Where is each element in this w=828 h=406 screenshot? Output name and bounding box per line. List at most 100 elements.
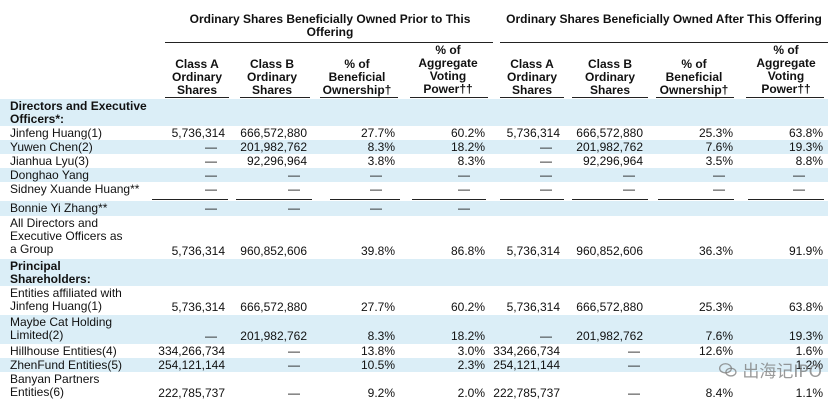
cell: — [793, 168, 805, 182]
cell: 92,296,964 [582, 154, 643, 168]
col-underline-4 [410, 97, 488, 98]
cell: 5,736,314 [506, 244, 560, 258]
cell: 27.7% [360, 126, 395, 140]
watermark-text: 出海记IPO [742, 362, 822, 382]
cell: — [713, 168, 725, 182]
col-header-4: % of Aggregate Voting Power†† [418, 43, 478, 96]
row-label: Entities affiliated with Jinfeng Huang(1… [10, 286, 122, 313]
wechat-icon [719, 362, 737, 377]
cell: 12.6% [698, 344, 733, 358]
cell: 91.9% [788, 244, 823, 258]
cell: 5,736,314 [171, 244, 225, 258]
cell: 7.6% [705, 329, 733, 343]
cell: 334,266,734 [158, 344, 225, 358]
cell: 960,852,606 [576, 244, 643, 258]
row-label: Hillhouse Entities(4) [10, 344, 117, 358]
table-row: Sidney Xuande Huang** — — — — — — — — [0, 182, 828, 196]
cell: 2.0% [457, 386, 485, 400]
cell: 1.6% [795, 344, 823, 358]
cell: 666,572,880 [240, 300, 307, 314]
col-header-6: Class B Ordinary Shares [584, 57, 635, 97]
cell: 10.5% [360, 358, 395, 372]
cell: 25.3% [698, 126, 733, 140]
cell: — [793, 182, 805, 196]
cell: — [205, 329, 217, 343]
table-row: Jinfeng Huang(1) 5,736,314 666,572,880 2… [0, 126, 828, 140]
row-label: Banyan Partners Entities(6) [10, 372, 100, 399]
subtotal-line [748, 199, 824, 200]
cell: — [540, 140, 552, 154]
subtotal-line [572, 199, 648, 200]
col-underline-7 [656, 97, 734, 98]
cell: — [540, 182, 552, 196]
cell: — [540, 329, 552, 343]
cell: 960,852,606 [240, 244, 307, 258]
cell: — [288, 344, 300, 358]
cell: 3.8% [367, 154, 395, 168]
subtotal-line [152, 199, 228, 200]
cell: 666,572,880 [576, 300, 643, 314]
cell: 8.3% [457, 154, 485, 168]
cell: — [288, 386, 300, 400]
cell: — [370, 201, 382, 215]
col-underline-1 [165, 97, 229, 98]
cell: — [370, 182, 382, 196]
row-label: Jianhua Lyu(3) [10, 154, 89, 168]
row-label: ZhenFund Entities(5) [10, 358, 123, 372]
row-label: Yuwen Chen(2) [10, 140, 93, 154]
header-prior: Ordinary Shares Beneficially Owned Prior… [189, 12, 471, 39]
cell: 254,121,144 [493, 358, 560, 372]
table-row: Hillhouse Entities(4) 334,266,734 — 13.8… [0, 344, 828, 358]
cell: 5,736,314 [171, 126, 225, 140]
cell: — [205, 168, 217, 182]
row-label: All Directors and Executive Officers as … [10, 216, 123, 256]
col-header-2: Class B Ordinary Shares [246, 57, 297, 97]
cell: 201,982,762 [240, 329, 307, 343]
cell: 9.2% [367, 386, 395, 400]
col-underline-8 [746, 97, 824, 98]
watermark: 出海记IPO [718, 357, 822, 382]
cell: 8.3% [367, 140, 395, 154]
cell: — [623, 182, 635, 196]
section-principal-label: Principal Shareholders: [10, 259, 91, 286]
row-label: Bonnie Yi Zhang** [10, 201, 108, 215]
cell: — [458, 201, 470, 215]
cell: — [205, 140, 217, 154]
section-directors-row: Directors and Executive Officers*: [0, 99, 828, 126]
cell: 5,736,314 [506, 126, 560, 140]
cell: 60.2% [450, 126, 485, 140]
col-underline-5 [500, 97, 564, 98]
table-row: Jianhua Lyu(3) — 92,296,964 3.8% 8.3% — … [0, 154, 828, 168]
subtotal-line [236, 199, 312, 200]
col-header-3: % of Beneficial Ownership† [322, 57, 392, 97]
col-underline-2 [240, 97, 310, 98]
cell: 5,736,314 [171, 300, 225, 314]
cell: 19.3% [788, 329, 823, 343]
cell: 666,572,880 [576, 126, 643, 140]
cell: 92,296,964 [246, 154, 307, 168]
cell: — [288, 201, 300, 215]
table-row: Entities affiliated with Jinfeng Huang(1… [0, 286, 828, 315]
cell: 1.1% [795, 386, 823, 400]
row-label: Maybe Cat Holding Limited(2) [10, 315, 113, 342]
cell: 201,982,762 [240, 140, 307, 154]
cell: 19.3% [788, 140, 823, 154]
cell: — [623, 168, 635, 182]
col-underline-6 [572, 97, 648, 98]
cell: 201,982,762 [576, 140, 643, 154]
subtotal-line [500, 199, 564, 200]
cell: — [628, 344, 640, 358]
cell: — [628, 358, 640, 372]
cell: 27.7% [360, 300, 395, 314]
cell: 7.6% [705, 140, 733, 154]
cell: 36.3% [698, 244, 733, 258]
row-label: Sidney Xuande Huang** [10, 182, 140, 196]
cell: 86.8% [450, 244, 485, 258]
col-underline-3 [320, 97, 398, 98]
cell: 5,736,314 [506, 300, 560, 314]
cell: 1.2% [795, 358, 823, 372]
cell: 3.5% [705, 154, 733, 168]
col-header-5: Class A Ordinary Shares [506, 57, 557, 97]
cell: — [288, 168, 300, 182]
